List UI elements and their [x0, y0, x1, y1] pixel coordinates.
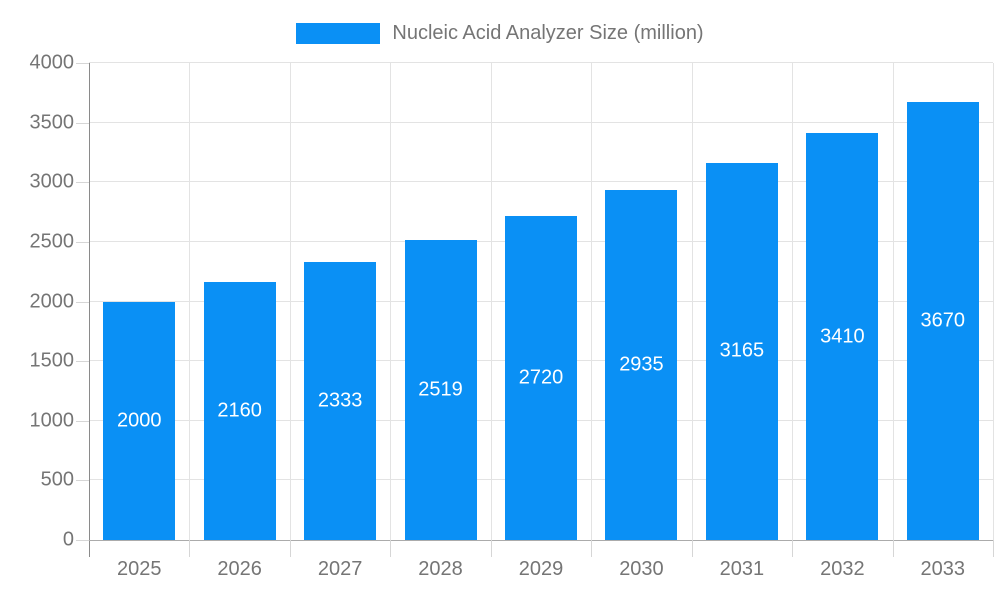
bar-value-label: 2160 — [217, 399, 262, 422]
x-axis-tick — [189, 540, 191, 557]
y-axis-tick — [76, 420, 89, 422]
y-axis-tick-label: 2500 — [29, 230, 75, 253]
x-axis-tick-label: 2030 — [619, 558, 664, 580]
x-axis-line — [89, 540, 993, 541]
gridline-vertical — [490, 63, 492, 540]
gridline-vertical — [189, 63, 191, 540]
x-axis-tick — [892, 540, 894, 557]
y-axis-tick-label: 2000 — [29, 290, 75, 312]
x-axis-tick-label: 2031 — [719, 558, 765, 580]
plot-area: 2000 2160 2333 2519 2720 2935 3165 3410 3670 — [89, 62, 994, 540]
x-axis-tick-label: 2027 — [317, 558, 363, 580]
gridline-vertical — [792, 63, 794, 540]
legend-item[interactable]: Nucleic Acid Analyzer Size (million) — [0, 22, 1000, 45]
y-axis-tick-label: 1500 — [29, 349, 75, 372]
x-axis-tick-label: 2025 — [116, 558, 162, 580]
y-axis-tick-label: 0 — [62, 528, 74, 551]
legend-swatch-icon — [296, 23, 381, 44]
gridline-vertical — [390, 63, 392, 540]
gridline-horizontal — [89, 62, 993, 63]
y-axis-tick-label: 1000 — [29, 409, 75, 432]
bar-value-label: 2519 — [418, 378, 463, 401]
x-axis-tick — [792, 540, 794, 557]
y-axis-tick — [76, 63, 89, 64]
x-axis-tick-label: 2026 — [217, 558, 262, 580]
bar-value-label: 3670 — [920, 309, 966, 332]
gridline-vertical — [591, 63, 593, 540]
x-axis-tick — [289, 540, 291, 557]
legend-label: Nucleic Acid Analyzer Size (million) — [392, 22, 704, 44]
y-axis-tick-label: 3000 — [29, 170, 75, 193]
y-axis-tick — [76, 182, 89, 184]
y-axis-tick — [76, 301, 89, 303]
x-axis-tick-label: 2028 — [418, 558, 463, 580]
x-axis-tick — [691, 540, 693, 557]
x-axis-tick — [591, 540, 593, 557]
bar-value-label: 2720 — [518, 366, 564, 389]
gridline-horizontal — [89, 121, 993, 123]
bar-value-label: 2000 — [116, 409, 162, 432]
y-axis-tick — [76, 122, 89, 124]
x-axis-tick-label: 2032 — [820, 558, 865, 580]
bar-value-label: 2935 — [619, 353, 664, 376]
y-axis-tick — [76, 480, 89, 482]
bar-value-label: 3165 — [719, 339, 765, 362]
bar-2029: 2720 — [505, 215, 577, 540]
y-axis-tick-label: 500 — [40, 468, 74, 491]
y-axis-tick-label: 3500 — [29, 111, 75, 134]
bar-2028: 2519 — [404, 239, 477, 540]
x-axis-tick — [490, 540, 492, 557]
gridline-vertical — [691, 63, 693, 540]
y-axis-tick — [76, 540, 89, 541]
x-axis-tick-label: 2029 — [518, 558, 564, 580]
bar-2026: 2160 — [203, 282, 276, 540]
bar-value-label: 2333 — [317, 389, 363, 412]
bar-2030: 2935 — [605, 190, 678, 540]
x-axis-tick-label: 2033 — [920, 558, 966, 580]
gridline-horizontal — [89, 181, 993, 183]
y-axis-line — [89, 63, 90, 557]
gridline-vertical — [993, 63, 994, 540]
bar-2025: 2000 — [103, 301, 176, 540]
bar-2027: 2333 — [304, 261, 377, 540]
y-axis-tick — [76, 361, 89, 363]
gridline-vertical — [289, 63, 291, 540]
y-axis-tick-label: 4000 — [29, 51, 75, 74]
bar-2032: 3410 — [806, 133, 879, 540]
bar-2033: 3670 — [906, 102, 979, 540]
x-axis-tick — [390, 540, 392, 557]
bar-2031: 3165 — [705, 162, 778, 540]
gridline-vertical — [892, 63, 894, 540]
x-axis-tick — [993, 540, 994, 557]
bar-value-label: 3410 — [820, 325, 865, 348]
y-axis-tick — [76, 241, 89, 243]
